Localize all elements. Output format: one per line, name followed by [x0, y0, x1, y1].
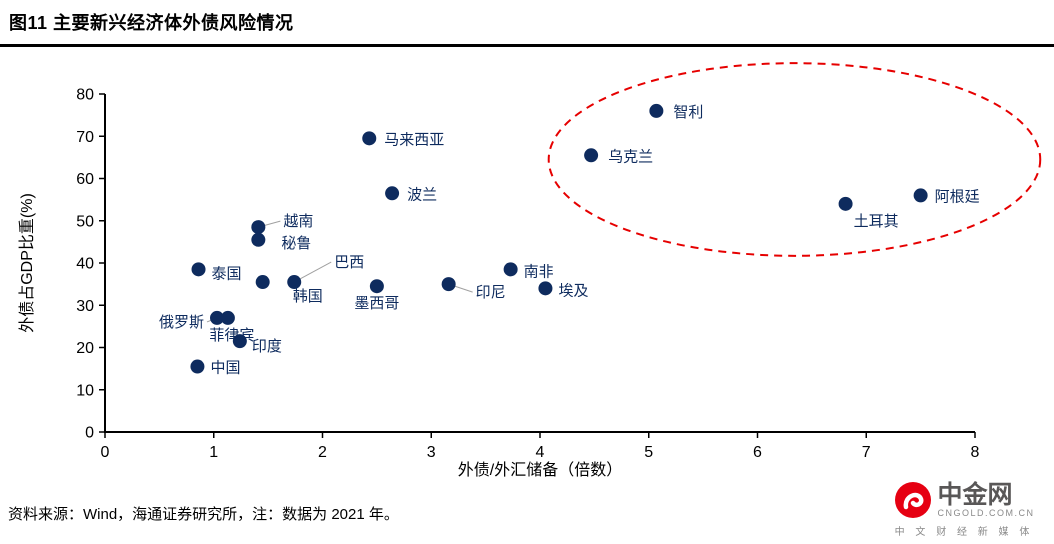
figure-footer: 资料来源：Wind，海通证券研究所，注：数据为 2021 年。 中金网 CNGO…	[0, 482, 1054, 544]
risk-highlight-ellipse	[547, 62, 1042, 257]
data-point	[369, 279, 384, 294]
data-point	[287, 275, 302, 290]
label-connector	[293, 261, 332, 283]
data-point	[584, 148, 599, 163]
logo-domain: CNGOLD.COM.CN	[937, 508, 1035, 519]
data-point	[190, 359, 205, 374]
chart-layer: 0 1 2 3 4 5 6 7 801020304050607080中国印度俄罗斯菲律宾泰国越南…	[76, 62, 1042, 461]
x-tick-label: 3	[427, 444, 436, 461]
data-point-label: 中国	[210, 360, 240, 377]
data-point	[251, 232, 266, 247]
data-point	[649, 103, 664, 118]
data-point	[220, 310, 235, 325]
data-point	[255, 275, 270, 290]
data-point-label: 印度	[252, 338, 282, 355]
y-tick-label: 80	[76, 87, 94, 104]
x-axis-title: 外债/外汇储备（倍数）	[458, 461, 622, 479]
data-point-label: 智利	[673, 103, 703, 121]
y-tick-label: 60	[76, 171, 94, 188]
figure-header: 图11 主要新兴经济体外债风险情况	[0, 0, 1054, 47]
x-tick-label: 1	[209, 444, 218, 461]
cngold-logo-top: 中金网 CNGOLD.COM.CN	[884, 480, 1044, 520]
data-point-label: 越南	[283, 213, 313, 230]
data-point-label: 南非	[524, 263, 554, 280]
data-point	[538, 281, 553, 296]
logo-tagline: 中 文 财 经 新 媒 体	[894, 527, 1034, 538]
data-point-label: 俄罗斯	[159, 314, 204, 331]
data-point	[251, 220, 266, 235]
data-point	[385, 186, 400, 201]
y-tick-label: 50	[76, 213, 94, 230]
data-point	[210, 310, 225, 325]
data-point-label: 阿根廷	[935, 188, 980, 205]
data-point	[503, 262, 518, 277]
data-point-label: 波兰	[407, 186, 437, 203]
data-point-label: 埃及	[558, 282, 588, 299]
x-tick-label: 4	[536, 444, 545, 461]
source-note: 资料来源：Wind，海通证券研究所，注：数据为 2021 年。	[8, 506, 399, 523]
y-tick-label: 70	[76, 129, 94, 146]
x-tick-label: 8	[971, 444, 980, 461]
x-tick-label: 6	[753, 444, 762, 461]
data-point	[232, 334, 247, 349]
scatter-chart: 0 1 2 3 4 5 6 7 801020304050607080中国印度俄罗斯菲律宾泰国越南…	[18, 62, 1042, 479]
data-point-label: 乌克兰	[608, 148, 653, 165]
data-point	[441, 277, 456, 292]
data-point-label: 墨西哥	[354, 295, 399, 312]
y-tick-label: 40	[76, 256, 94, 273]
x-tick-label: 0	[101, 444, 110, 461]
data-point	[913, 188, 928, 203]
y-tick-label: 0	[85, 425, 94, 442]
data-point-label: 秘鲁	[281, 235, 311, 252]
data-point	[362, 131, 377, 146]
cngold-logo-icon	[895, 482, 932, 518]
data-point-label: 土耳其	[854, 213, 899, 230]
data-point-label: 巴西	[334, 254, 364, 271]
y-tick-label: 30	[76, 298, 94, 315]
y-tick-label: 20	[76, 340, 94, 357]
cngold-logo: 中金网 CNGOLD.COM.CN 中 文 财 经 新 媒 体	[884, 480, 1044, 538]
data-point	[191, 262, 206, 277]
figure-title: 图11 主要新兴经济体外债风险情况	[9, 13, 294, 33]
x-tick-label: 2	[318, 444, 327, 461]
x-tick-label: 5	[644, 444, 653, 461]
x-tick-label: 7	[862, 444, 871, 461]
data-point-label: 马来西亚	[384, 131, 444, 148]
data-point-label: 泰国	[212, 265, 242, 282]
data-point	[838, 196, 853, 211]
cngold-logo-text: 中金网 CNGOLD.COM.CN	[937, 480, 1035, 519]
y-tick-label: 10	[76, 382, 94, 399]
logo-name: 中金网	[937, 480, 1013, 509]
data-point-label: 韩国	[293, 288, 323, 305]
data-point-label: 菲律宾	[209, 327, 254, 344]
data-point-label: 印尼	[476, 284, 506, 301]
y-axis-title: 外债占GDP比重(%)	[18, 193, 36, 333]
